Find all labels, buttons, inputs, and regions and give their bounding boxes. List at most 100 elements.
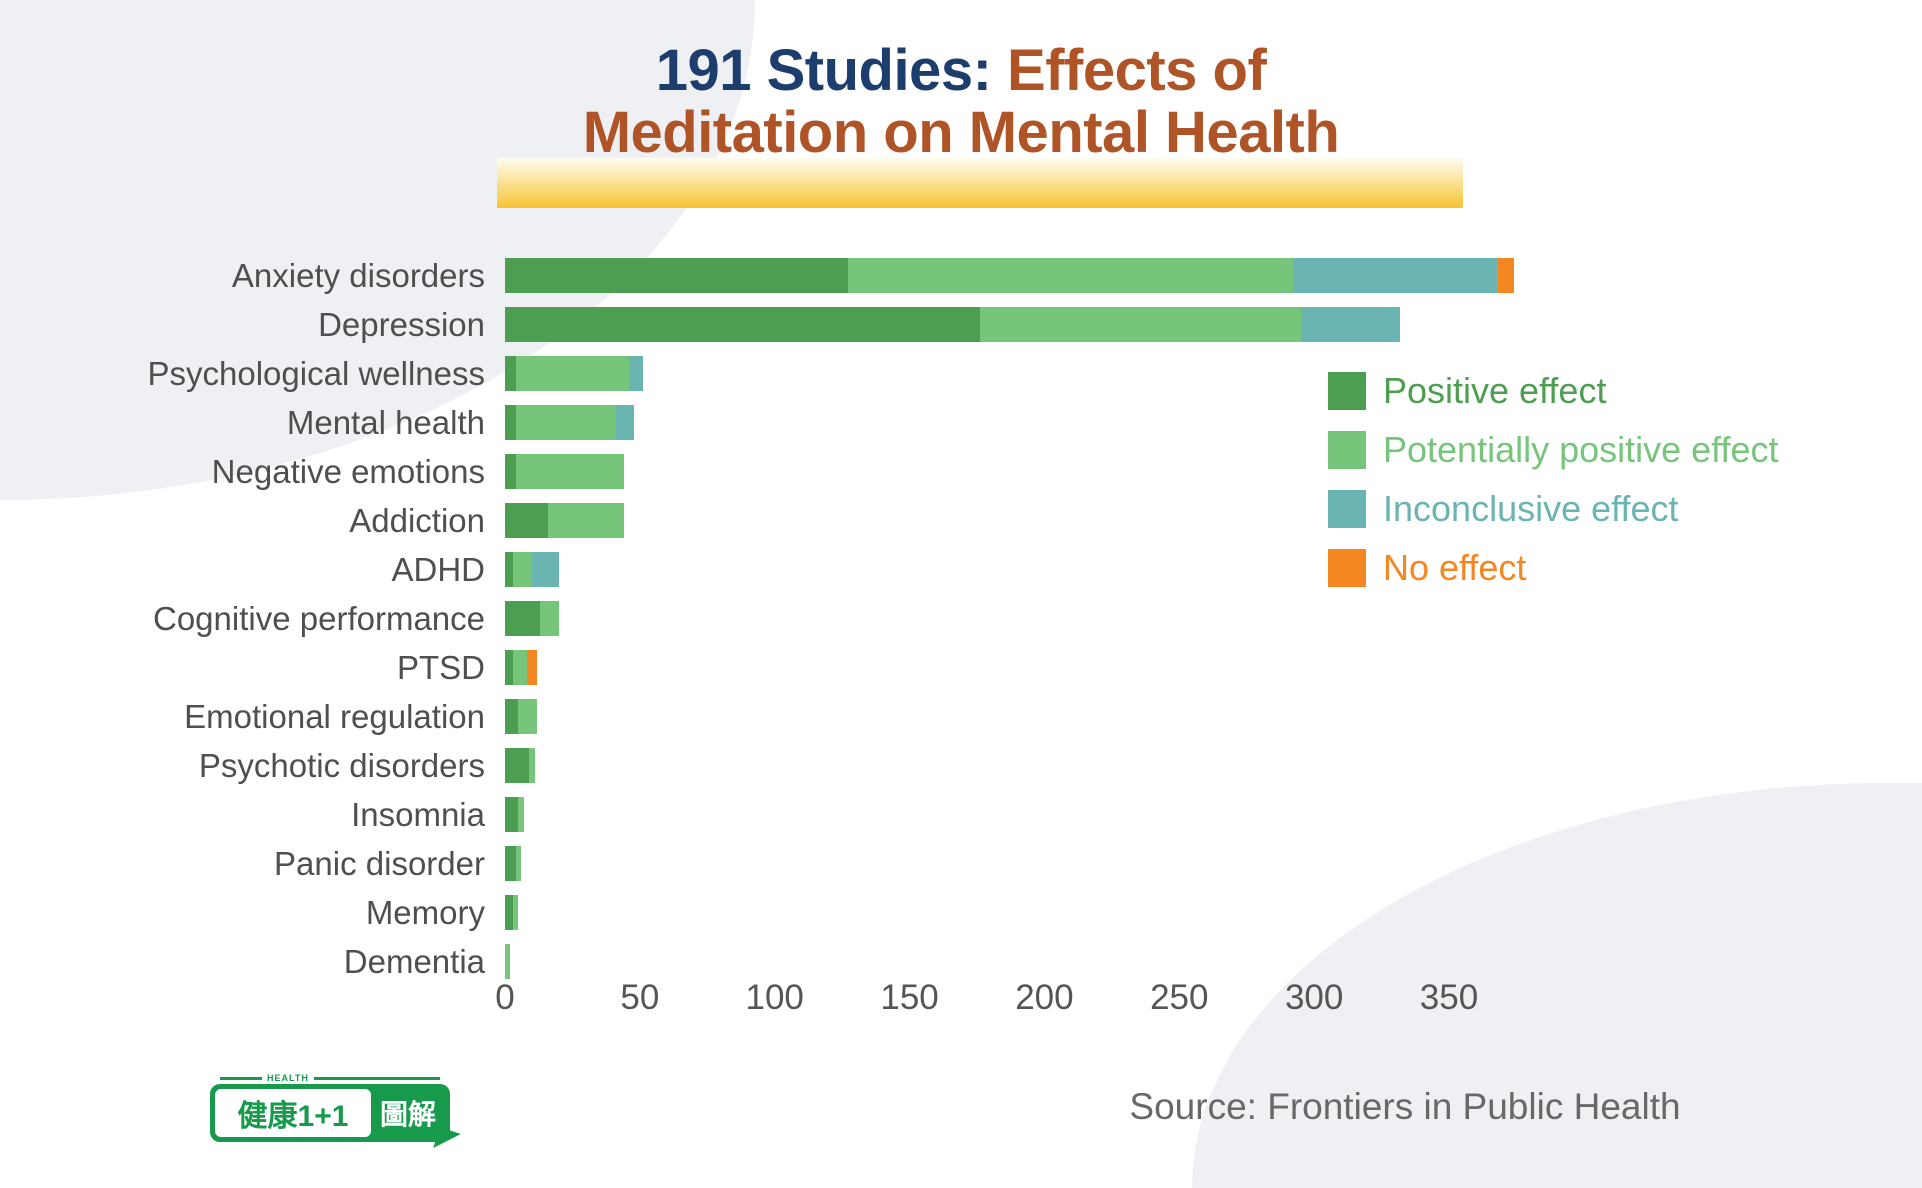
bar-row: Depression: [0, 306, 1922, 343]
bar-segment-potentially-positive-effect: [505, 944, 511, 979]
x-axis-tick-200: 200: [1015, 978, 1074, 1017]
bar-segment-positive-effect: [505, 797, 519, 832]
logo-health-label: HEALTH: [267, 1073, 309, 1083]
bar-segment-positive-effect: [505, 356, 516, 391]
bar-segment-potentially-positive-effect: [513, 650, 527, 685]
bar-segment-no-effect: [1497, 258, 1514, 293]
logo-line-left: [220, 1076, 263, 1080]
title-line2: Meditation on Mental Health: [582, 100, 1340, 165]
bar-segment-potentially-positive-effect: [513, 552, 532, 587]
bar-segment-potentially-positive-effect: [540, 601, 559, 636]
bar-segment-inconclusive-effect: [629, 356, 643, 391]
bar-segment-inconclusive-effect: [1292, 258, 1498, 293]
logo-box: 健康1+1 圖解: [210, 1084, 461, 1155]
bar-row: Mental health: [0, 404, 1922, 441]
x-axis-tick-250: 250: [1150, 978, 1209, 1017]
x-axis-tick-50: 50: [620, 978, 660, 1017]
bar-segment-potentially-positive-effect: [979, 307, 1301, 342]
bar-row: Insomnia: [0, 796, 1922, 833]
bar-segment-potentially-positive-effect: [847, 258, 1293, 293]
bar-row: Memory: [0, 894, 1922, 931]
bar-row: Anxiety disorders: [0, 257, 1922, 294]
bar-segment-potentially-positive-effect: [529, 748, 535, 783]
title-text: 191 Studies: Effects of Meditation on Men…: [0, 40, 1922, 164]
legend-swatch-no-effect: [1328, 549, 1366, 587]
bar-segment-inconclusive-effect: [615, 405, 635, 440]
x-axis-tick-350: 350: [1419, 978, 1479, 1017]
category-label-negative-emotions: Negative emotions: [211, 453, 485, 490]
bar-segment-potentially-positive-effect: [518, 797, 524, 832]
bar-segment-positive-effect: [505, 650, 514, 685]
legend-item-no-effect: No effect: [1328, 549, 1779, 587]
bar-segment-no-effect: [526, 650, 538, 685]
x-axis-tick-300: 300: [1284, 978, 1344, 1017]
category-label-depression: Depression: [318, 306, 485, 343]
category-label-dementia: Dementia: [343, 943, 485, 980]
x-axis-tick-150: 150: [880, 978, 939, 1017]
bar-segment-positive-effect: [505, 454, 516, 489]
bar-row: Panic disorder: [0, 845, 1922, 882]
x-axis-tick-100: 100: [745, 978, 804, 1017]
category-label-cognitive-performance: Cognitive performance: [153, 600, 485, 637]
category-label-psychological-wellness: Psychological wellness: [147, 355, 486, 392]
bar-row: Emotional regulation: [0, 698, 1922, 735]
bar-segment-positive-effect: [505, 748, 530, 783]
bar-segment-positive-effect: [505, 503, 549, 538]
logo-left-panel: 健康1+1: [215, 1089, 371, 1137]
category-label-anxiety-disorders: Anxiety disorders: [231, 257, 485, 294]
page-title: 191 Studies: Effects of Meditation on Men…: [0, 40, 1922, 208]
bar-segment-positive-effect: [505, 699, 519, 734]
category-label-emotional-regulation: Emotional regulation: [184, 698, 485, 735]
bar-segment-inconclusive-effect: [1300, 307, 1401, 342]
chart-legend: Positive effect Potentially positive effe…: [1328, 372, 1779, 608]
logo-suffix-text: 圖解: [379, 1099, 436, 1130]
legend-item-inconclusive-effect: Inconclusive effect: [1328, 490, 1779, 528]
legend-label-no-effect: No effect: [1383, 547, 1527, 588]
bar-segment-inconclusive-effect: [531, 552, 559, 587]
bar-segment-positive-effect: [505, 405, 516, 440]
bar-row: Psychotic disorders: [0, 747, 1922, 784]
bar-segment-potentially-positive-effect: [548, 503, 624, 538]
bar-segment-positive-effect: [505, 258, 848, 293]
bar-segment-potentially-positive-effect: [515, 454, 624, 489]
category-label-addiction: Addiction: [349, 502, 485, 539]
bar-row: PTSD: [0, 649, 1922, 686]
legend-swatch-inconclusive-effect: [1328, 490, 1366, 528]
category-label-mental-health: Mental health: [286, 404, 485, 441]
legend-swatch-potentially-positive-effect: [1328, 431, 1366, 469]
category-label-psychotic-disorders: Psychotic disorders: [198, 747, 485, 784]
bar-row: Cognitive performance: [0, 600, 1922, 637]
legend-item-potentially-positive-effect: Potentially positive effect: [1328, 431, 1779, 469]
bar-segment-positive-effect: [505, 307, 980, 342]
bar-row: Psychological wellness: [0, 355, 1922, 392]
legend-label-positive-effect: Positive effect: [1383, 370, 1607, 411]
bar-segment-positive-effect: [505, 601, 541, 636]
bar-segment-potentially-positive-effect: [515, 846, 522, 881]
legend-label-inconclusive-effect: Inconclusive effect: [1383, 488, 1679, 529]
category-label-insomnia: Insomnia: [351, 796, 485, 833]
category-label-memory: Memory: [365, 894, 485, 931]
bar-segment-positive-effect: [505, 552, 514, 587]
bar-row: Negative emotions: [0, 453, 1922, 490]
bar-segment-potentially-positive-effect: [515, 405, 616, 440]
logo-health-row: HEALTH: [210, 1072, 450, 1084]
category-label-panic-disorder: Panic disorder: [274, 845, 485, 882]
source-text: Source: Frontiers in Public Health: [1129, 1086, 1681, 1127]
bar-segment-positive-effect: [505, 846, 516, 881]
bar-segment-potentially-positive-effect: [513, 895, 519, 930]
legend-swatch-positive-effect: [1328, 372, 1366, 410]
bar-segment-potentially-positive-effect: [518, 699, 538, 734]
brand-logo: HEALTH 健康1+1 圖解: [210, 1072, 461, 1155]
category-label-ptsd: PTSD: [396, 649, 485, 686]
legend-label-potentially-positive-effect: Potentially positive effect: [1383, 429, 1779, 470]
bar-segment-potentially-positive-effect: [515, 356, 630, 391]
bar-segment-positive-effect: [505, 895, 514, 930]
bar-row: Dementia: [0, 943, 1922, 980]
logo-line-right: [313, 1076, 441, 1080]
title-part-effects: Effects of: [1007, 38, 1267, 103]
title-part-studies: 191 Studies:: [655, 38, 992, 103]
bar-row: ADHD: [0, 551, 1922, 588]
category-label-adhd: ADHD: [391, 551, 485, 588]
